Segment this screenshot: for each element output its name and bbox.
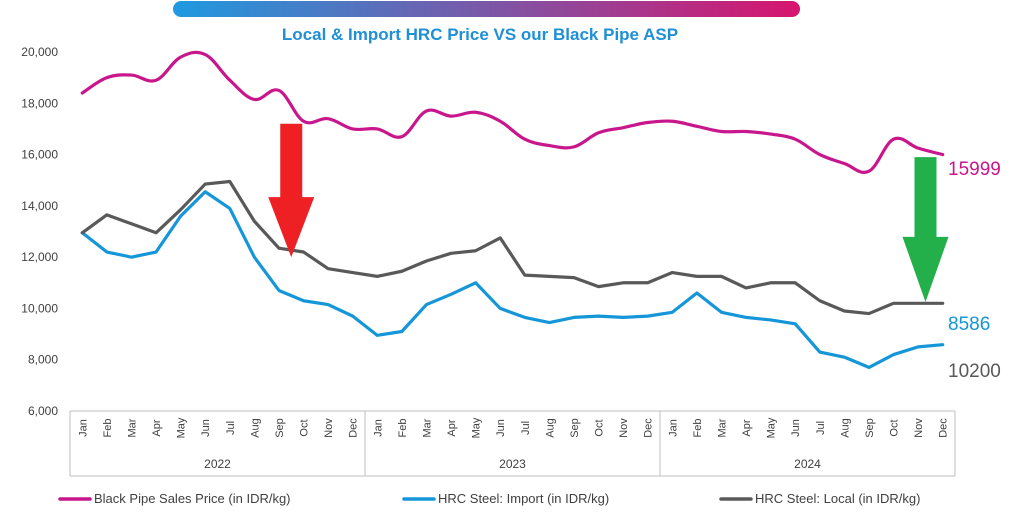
chart-title: Local & Import HRC Price VS our Black Pi…	[282, 25, 678, 44]
x-tick-label: Aug	[839, 418, 851, 438]
series-line	[80, 179, 945, 316]
x-tick-label: Apr	[151, 419, 163, 436]
x-tick-label: Jan	[667, 419, 679, 437]
x-tick-label: Nov	[323, 418, 335, 438]
y-tick-label: 12,000	[21, 250, 58, 264]
year-label: 2024	[794, 457, 821, 471]
year-label: 2023	[499, 457, 526, 471]
x-tick-label: Jun	[790, 419, 802, 437]
x-tick-label: Apr	[446, 419, 458, 436]
end-labels: 15999 8586 10200	[948, 159, 1001, 382]
y-tick-label: 6,000	[28, 404, 58, 418]
series-line	[80, 50, 945, 174]
x-tick-label: May	[176, 417, 188, 438]
x-tick-label: Dec	[348, 418, 360, 438]
series-line	[80, 190, 945, 370]
x-tick-label: Dec	[938, 418, 950, 438]
x-tick-label: Mar	[716, 418, 728, 437]
legend-entry: Black Pipe Sales Price (in IDR/kg)	[94, 491, 291, 506]
y-axis: 6,000 8,000 10,000 12,000 14,000 16,000 18,000…	[21, 45, 58, 418]
x-tick-label: Dec	[643, 418, 655, 438]
series-end-label: 8586	[948, 314, 990, 335]
x-tick-label: May	[471, 417, 483, 438]
x-tick-label: Apr	[741, 419, 753, 436]
legend-entry: HRC Steel: Import (in IDR/kg)	[438, 491, 609, 506]
x-tick-label: Feb	[692, 419, 704, 438]
annotation-arrow	[268, 123, 315, 258]
x-tick-label: Jul	[225, 421, 237, 435]
x-tick-label: Aug	[249, 418, 261, 438]
y-tick-label: 10,000	[21, 301, 58, 315]
y-tick-label: 18,000	[21, 96, 58, 110]
x-tick-label: Jan	[372, 419, 384, 437]
x-tick-label: Mar	[126, 418, 138, 437]
x-tick-label: Oct	[299, 419, 311, 436]
x-tick-label: Oct	[594, 419, 606, 436]
x-tick-label: Feb	[102, 419, 114, 438]
x-tick-label: Sep	[569, 418, 581, 438]
x-tick-label: Feb	[397, 419, 409, 438]
x-tick-label: Sep	[864, 418, 876, 438]
x-tick-label: Jun	[200, 419, 212, 437]
y-tick-label: 16,000	[21, 148, 58, 162]
x-tick-label: Jul	[520, 421, 532, 435]
x-tick-label: May	[766, 417, 778, 438]
series-layer	[80, 50, 945, 370]
x-axis: 2022 2023 2024 Jan Feb Mar Apr May Jun Jul Aug Sep O…	[69, 410, 956, 477]
x-tick-label: Jul	[815, 421, 827, 435]
x-tick-label: Oct	[889, 419, 901, 436]
series-end-label: 10200	[948, 361, 1001, 382]
annotation-layer	[268, 123, 949, 303]
x-tick-label: Aug	[544, 418, 556, 438]
x-tick-label: Jun	[495, 419, 507, 437]
year-label: 2022	[204, 457, 231, 471]
y-tick-label: 20,000	[21, 45, 58, 59]
legend: Black Pipe Sales Price (in IDR/kg) HRC St…	[58, 491, 920, 506]
x-tick-label: Sep	[274, 418, 286, 438]
series-end-label: 15999	[948, 159, 1001, 180]
title-banner	[173, 1, 800, 17]
y-tick-label: 8,000	[28, 353, 58, 367]
x-tick-label: Jan	[77, 419, 89, 437]
x-tick-label: Nov	[618, 418, 630, 438]
y-tick-label: 14,000	[21, 199, 58, 213]
legend-entry: HRC Steel: Local (in IDR/kg)	[755, 491, 920, 506]
x-tick-label: Nov	[913, 418, 925, 438]
x-tick-label: Mar	[421, 418, 433, 437]
annotation-arrow	[902, 157, 949, 303]
